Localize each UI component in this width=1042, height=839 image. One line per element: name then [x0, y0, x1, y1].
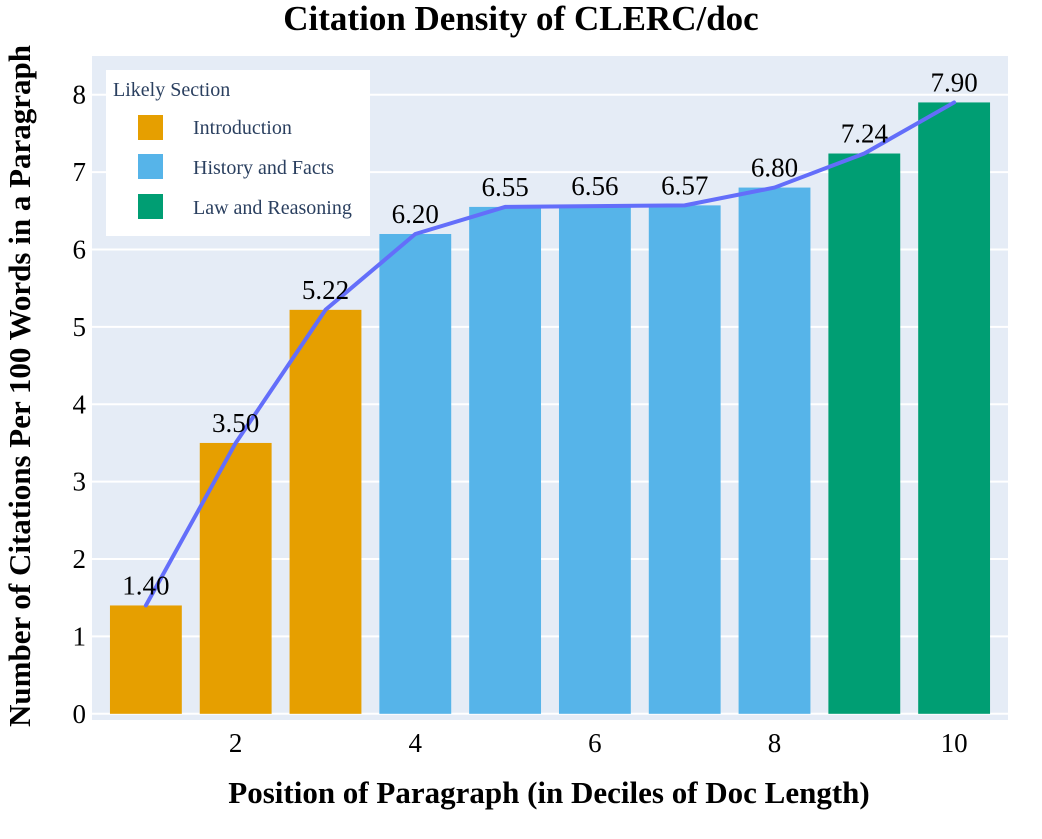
- legend-swatch-introduction: [138, 115, 163, 140]
- x-tick-label: 8: [768, 728, 782, 758]
- trend-line-group: [143, 100, 957, 608]
- bar-history-and-facts-7: [648, 205, 721, 714]
- data-label-1: 1.40: [122, 570, 169, 600]
- y-tick-label: 2: [73, 544, 87, 574]
- x-tick-label: 2: [229, 728, 243, 758]
- x-tick-label: 10: [941, 728, 968, 758]
- data-label-8: 6.80: [751, 153, 798, 183]
- x-tick-labels: 2 4 6 8 10: [229, 728, 968, 758]
- bar-introduction-3: [289, 309, 362, 714]
- y-tick-label: 0: [73, 699, 87, 729]
- legend-label-history-and-facts: History and Facts: [193, 157, 334, 179]
- legend-swatch-history-and-facts: [138, 154, 163, 179]
- y-tick-label: 1: [73, 621, 87, 651]
- data-label-2: 3.50: [212, 408, 259, 438]
- data-labels: 1.40 3.50 5.22 6.20 6.55 6.56 6.57 6.80 7.24 7.90: [122, 67, 977, 600]
- bar-law-and-reasoning-9: [828, 153, 901, 714]
- chart-title: Citation Density of CLERC/doc: [283, 0, 758, 38]
- y-tick-label: 8: [73, 80, 87, 110]
- legend-label-law-and-reasoning: Law and Reasoning: [193, 197, 352, 219]
- bars: [109, 102, 991, 714]
- legend: Likely Section Introduction History and …: [106, 70, 370, 236]
- x-tick-label: 4: [409, 728, 423, 758]
- y-tick-label: 4: [73, 389, 87, 419]
- bar-law-and-reasoning-10: [918, 102, 991, 714]
- data-label-4: 6.20: [392, 199, 439, 229]
- y-tick-label: 5: [73, 312, 87, 342]
- legend-label-introduction: Introduction: [193, 117, 292, 139]
- data-label-6: 6.56: [571, 171, 618, 201]
- legend-swatch-law-and-reasoning: [138, 194, 163, 219]
- bar-history-and-facts-5: [469, 206, 542, 714]
- trend-line: [143, 100, 957, 608]
- data-label-9: 7.24: [841, 119, 889, 149]
- bar-history-and-facts-6: [558, 206, 631, 714]
- data-label-5: 6.55: [481, 172, 528, 202]
- y-tick-label: 3: [73, 467, 87, 497]
- bar-history-and-facts-4: [379, 233, 452, 714]
- x-tick-label: 6: [588, 728, 602, 758]
- data-label-7: 6.57: [661, 170, 708, 200]
- legend-title: Likely Section: [113, 79, 230, 101]
- bar-introduction-1: [109, 605, 182, 714]
- data-label-3: 5.22: [302, 275, 349, 305]
- y-tick-labels: 0 1 2 3 4 5 6 7 8: [73, 80, 87, 729]
- bar-history-and-facts-8: [738, 187, 811, 714]
- y-axis-label: Number of Citations Per 100 Words in a P…: [2, 45, 37, 727]
- data-label-10: 7.90: [930, 67, 977, 97]
- y-tick-label: 6: [73, 234, 87, 264]
- y-tick-label: 7: [73, 157, 87, 187]
- bar-introduction-2: [199, 442, 272, 714]
- x-axis-label: Position of Paragraph (in Deciles of Doc…: [228, 775, 869, 810]
